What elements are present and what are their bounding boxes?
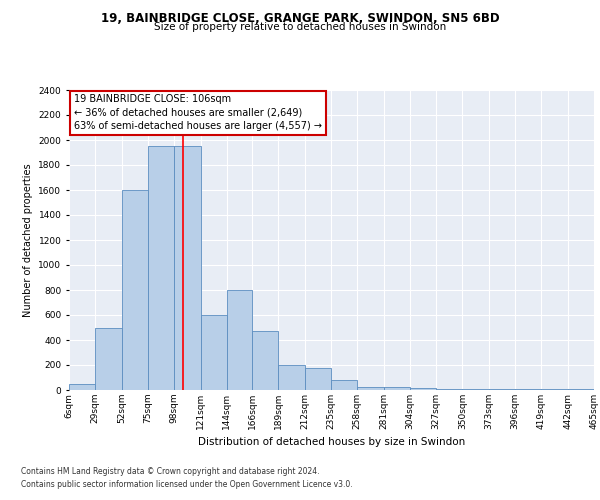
- Bar: [148, 146, 174, 390]
- Bar: [252, 330, 278, 390]
- Bar: [174, 146, 200, 390]
- Bar: [69, 384, 95, 390]
- Bar: [227, 290, 252, 390]
- Bar: [331, 380, 357, 390]
- Text: 19, BAINBRIDGE CLOSE, GRANGE PARK, SWINDON, SN5 6BD: 19, BAINBRIDGE CLOSE, GRANGE PARK, SWIND…: [101, 12, 499, 26]
- Bar: [278, 365, 305, 390]
- X-axis label: Distribution of detached houses by size in Swindon: Distribution of detached houses by size …: [198, 438, 465, 448]
- Bar: [463, 389, 489, 390]
- Bar: [383, 387, 410, 390]
- Bar: [357, 387, 383, 390]
- Bar: [305, 368, 331, 390]
- Bar: [436, 389, 463, 390]
- Bar: [122, 190, 148, 390]
- Text: 19 BAINBRIDGE CLOSE: 106sqm
← 36% of detached houses are smaller (2,649)
63% of : 19 BAINBRIDGE CLOSE: 106sqm ← 36% of det…: [74, 94, 322, 131]
- Text: Contains public sector information licensed under the Open Government Licence v3: Contains public sector information licen…: [21, 480, 353, 489]
- Text: Size of property relative to detached houses in Swindon: Size of property relative to detached ho…: [154, 22, 446, 32]
- Text: Contains HM Land Registry data © Crown copyright and database right 2024.: Contains HM Land Registry data © Crown c…: [21, 467, 320, 476]
- Bar: [95, 328, 122, 390]
- Y-axis label: Number of detached properties: Number of detached properties: [23, 163, 33, 317]
- Bar: [410, 388, 436, 390]
- Bar: [200, 315, 227, 390]
